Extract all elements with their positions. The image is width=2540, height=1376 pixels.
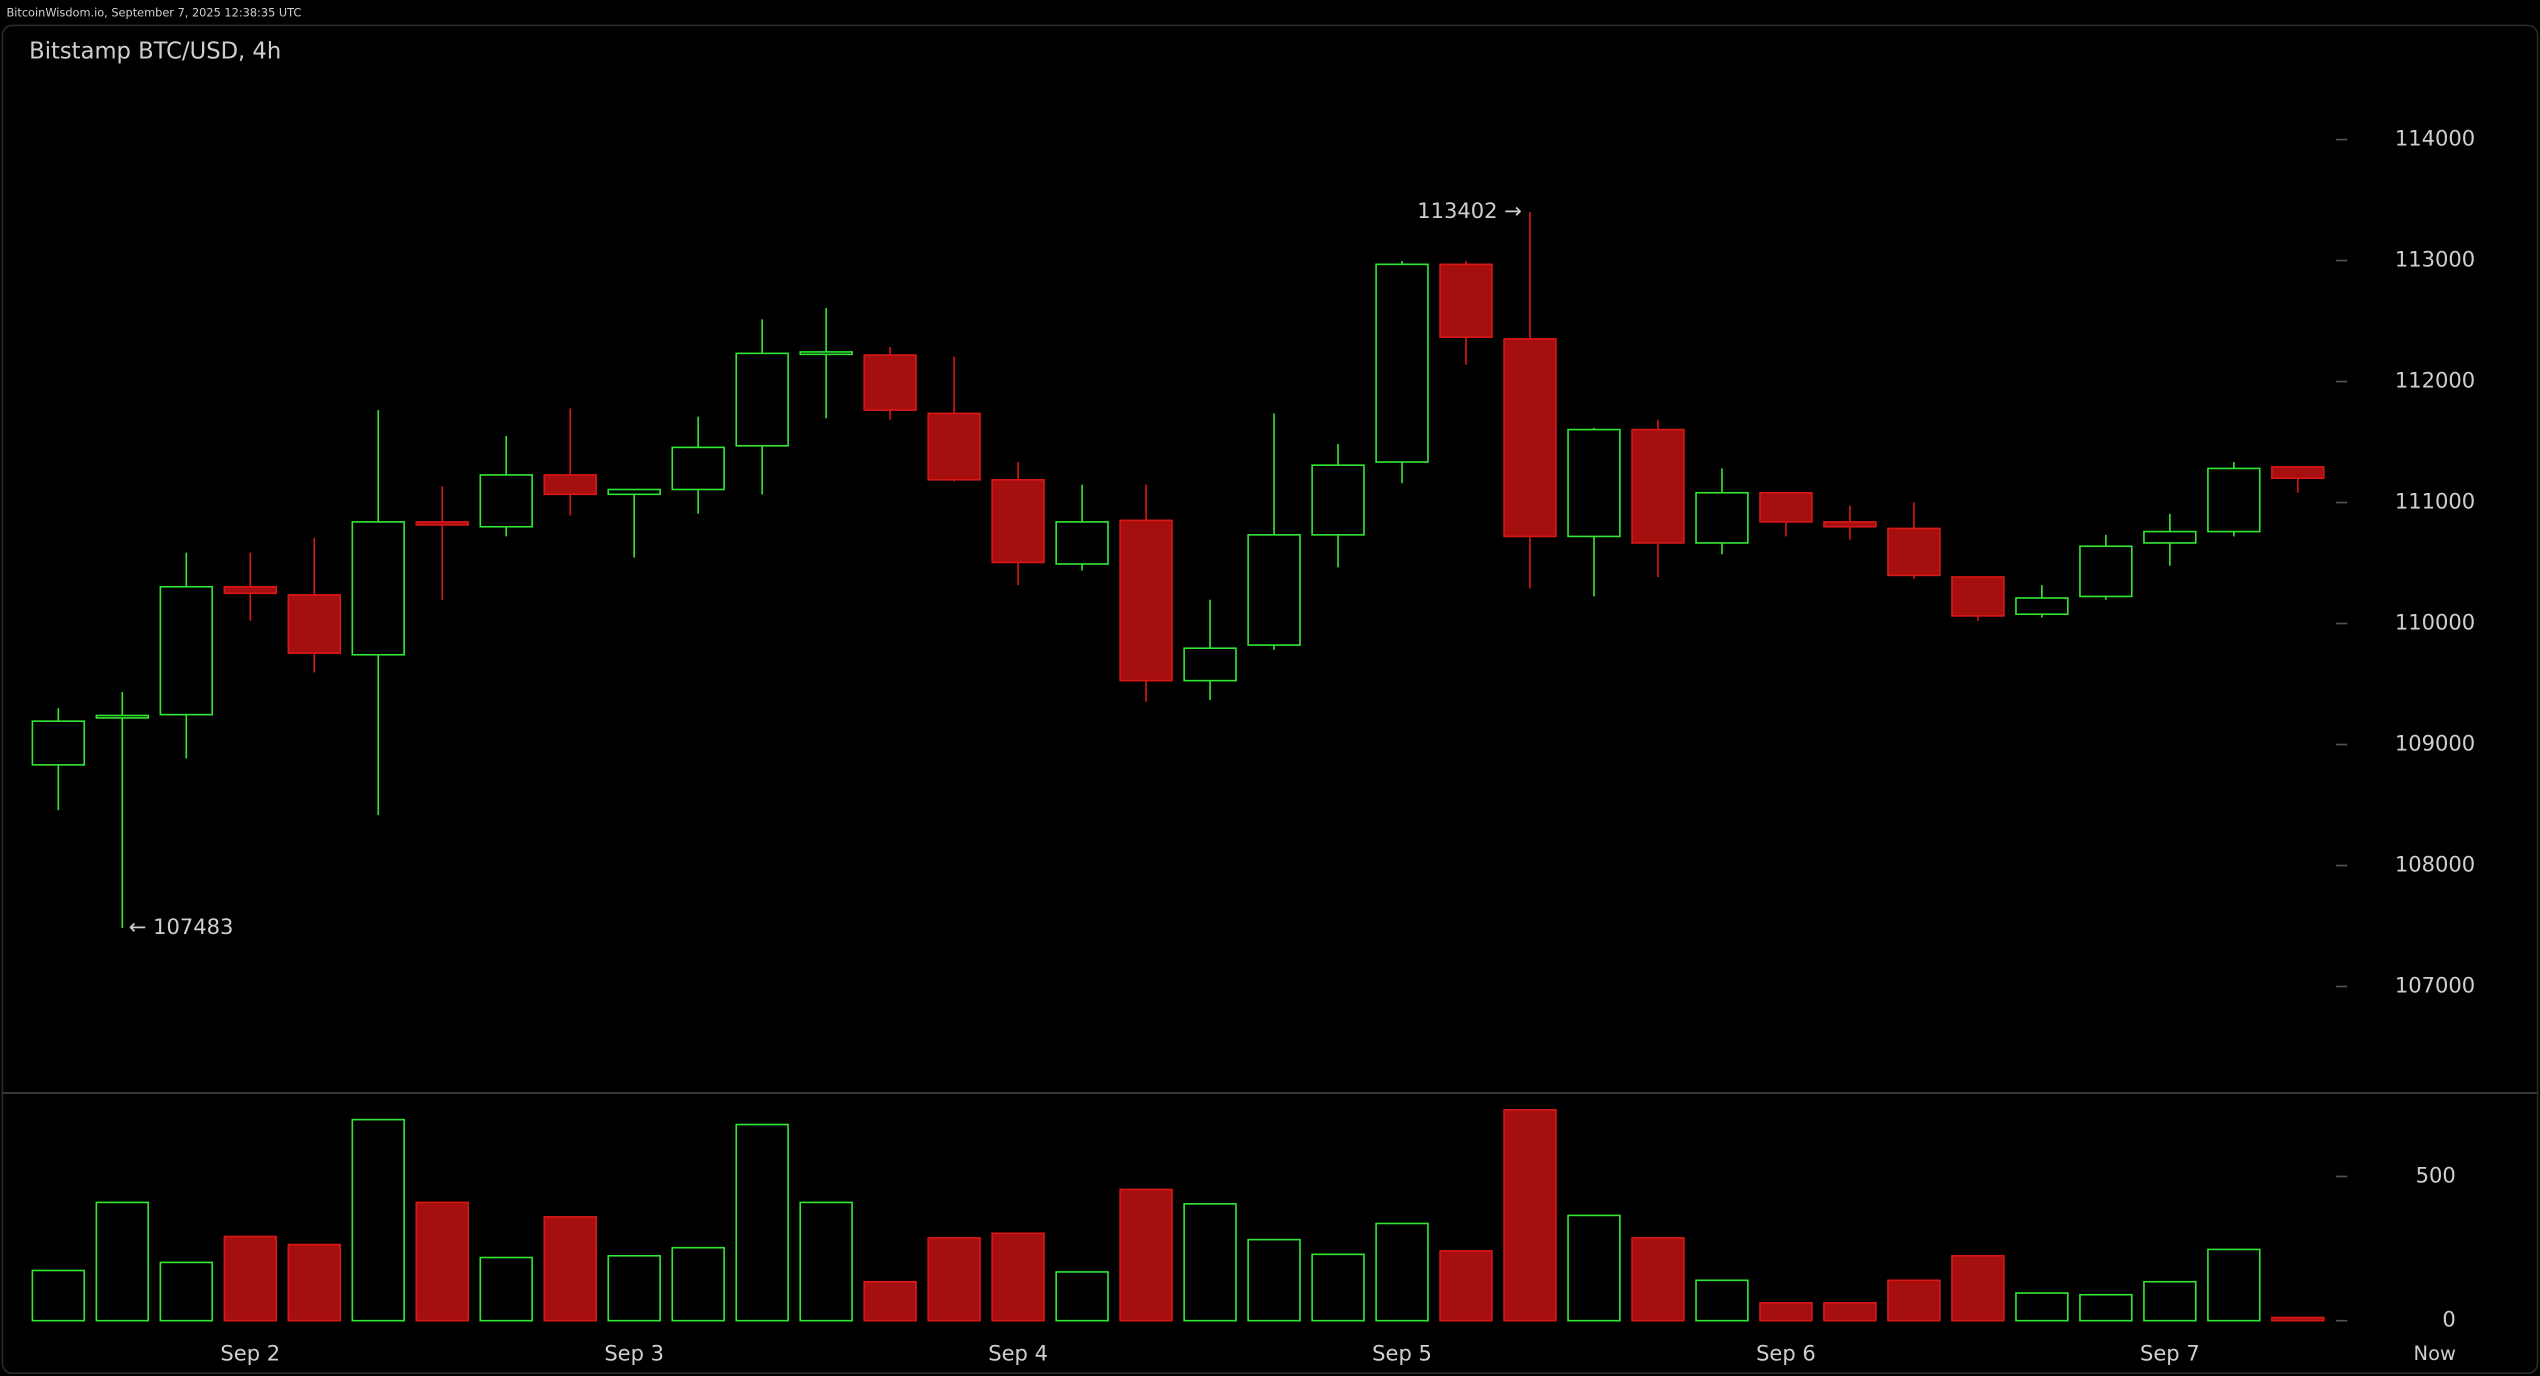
candle-body <box>479 474 533 528</box>
candle-body <box>2207 467 2261 533</box>
candle-body <box>2271 466 2325 480</box>
volume-bar <box>927 1237 981 1322</box>
volume-bar <box>2079 1293 2133 1322</box>
candle-body <box>1951 576 2005 617</box>
y-tick-label: 114000 <box>2395 126 2475 151</box>
volume-bar <box>1567 1214 1621 1322</box>
candle-body <box>543 474 597 496</box>
candle-body <box>1823 521 1877 528</box>
volume-bar <box>415 1201 469 1322</box>
volume-bar <box>2271 1316 2325 1322</box>
volume-bar <box>2015 1292 2069 1322</box>
candle-body <box>799 351 853 356</box>
volume-bar <box>1695 1279 1749 1322</box>
volume-bar <box>1439 1250 1493 1322</box>
volume-bar <box>543 1216 597 1322</box>
candle-body <box>1887 527 1941 577</box>
panel <box>1 24 2539 1375</box>
volume-bar <box>1631 1237 1685 1322</box>
volume-bar <box>735 1123 789 1322</box>
candle-body <box>1567 428 1621 538</box>
volume-bar <box>1055 1271 1109 1322</box>
chart-title: Bitstamp BTC/USD, 4h <box>29 39 281 65</box>
y-tick-label: 108000 <box>2395 852 2475 877</box>
candle-body <box>1119 519 1173 682</box>
candle-body <box>159 585 214 716</box>
x-tick-label: Sep 3 <box>604 1341 664 1366</box>
volume-bar <box>1951 1254 2005 1322</box>
candle-body <box>1695 491 1749 544</box>
candle-body <box>1055 521 1109 565</box>
candle-body <box>671 446 725 491</box>
y-tick-label: 111000 <box>2395 489 2475 514</box>
candle-body <box>1311 464 1365 536</box>
volume-bar <box>1119 1188 1173 1322</box>
y-tick-label: 110000 <box>2395 610 2475 635</box>
volume-bar <box>671 1246 725 1322</box>
candle-body <box>1183 647 1237 682</box>
volume-bar <box>479 1256 533 1322</box>
volume-bar <box>287 1243 341 1322</box>
now-label: Now <box>2414 1342 2456 1365</box>
volume-bar <box>2207 1248 2261 1322</box>
volume-bar <box>1247 1238 1301 1322</box>
volume-bar <box>1823 1301 1877 1322</box>
candle-body <box>1375 263 1429 463</box>
candle-body <box>991 478 1045 564</box>
x-tick-label: Sep 4 <box>988 1341 1048 1366</box>
y-tick-label: 0 <box>2442 1307 2455 1332</box>
candle-body <box>31 720 86 766</box>
volume-bar <box>223 1235 278 1322</box>
candle-body <box>1439 263 1493 338</box>
volume-bar <box>351 1118 405 1322</box>
x-tick-label: Sep 2 <box>220 1341 280 1366</box>
y-tick-label: 112000 <box>2395 368 2475 393</box>
candle-body <box>2079 545 2133 598</box>
candle-body <box>2143 530 2197 544</box>
volume-bar <box>95 1201 150 1322</box>
header: BitcoinWisdom.io, September 7, 2025 12:3… <box>6 5 301 19</box>
candle-body <box>95 714 150 719</box>
candle-body <box>1247 534 1301 646</box>
candle-body <box>1759 491 1813 523</box>
y-tick-label: 113000 <box>2395 247 2475 272</box>
y-tick-label: 107000 <box>2395 972 2475 997</box>
candle-body <box>863 354 917 411</box>
x-tick-label: Sep 5 <box>1372 1341 1432 1366</box>
volume-bar <box>2143 1280 2197 1322</box>
min-annotation: ← 107483 <box>129 914 234 939</box>
max-annotation: 113402 → <box>1417 198 1522 223</box>
x-tick-label: Sep 6 <box>1756 1341 1816 1366</box>
volume-bar <box>607 1254 661 1322</box>
candle-body <box>415 521 469 526</box>
volume-bar <box>863 1280 917 1322</box>
candle-body <box>927 412 981 481</box>
candle-body <box>735 352 789 447</box>
y-tick-label: 500 <box>2416 1162 2456 1187</box>
volume-bar <box>31 1269 86 1322</box>
candle-body <box>1631 428 1685 544</box>
volume-bar <box>1183 1203 1237 1322</box>
volume-bar <box>1503 1109 1557 1322</box>
volume-bar <box>1887 1279 1941 1322</box>
volume-bar <box>1311 1253 1365 1322</box>
volume-bar <box>1375 1222 1429 1322</box>
x-tick-label: Sep 7 <box>2140 1341 2200 1366</box>
candle-body <box>351 521 405 656</box>
candle-body <box>287 594 341 654</box>
volume-bar <box>1759 1301 1813 1322</box>
candle-body <box>607 488 661 496</box>
volume-bar <box>799 1201 853 1322</box>
volume-bar <box>159 1261 214 1322</box>
candle-body <box>2015 597 2069 616</box>
y-tick-label: 109000 <box>2395 731 2475 756</box>
candle-body <box>223 585 278 595</box>
volume-bar <box>991 1232 1045 1322</box>
candle-body <box>1503 338 1557 538</box>
